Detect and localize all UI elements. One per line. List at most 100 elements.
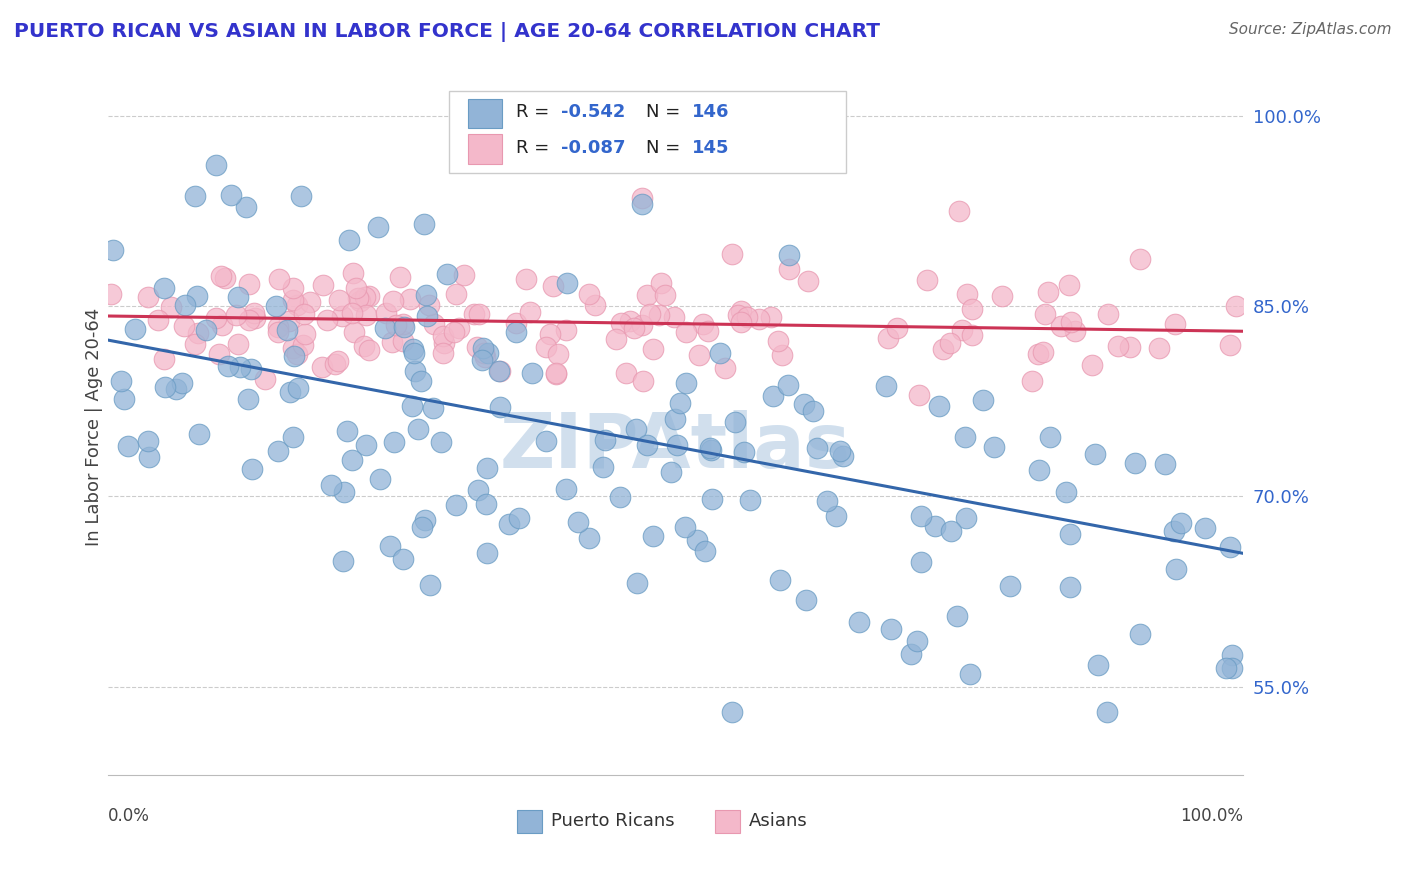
Point: [1039, 430, 1062, 444]
Point: [287, 381, 309, 395]
Bar: [468, 99, 502, 128]
Point: [349, 294, 371, 309]
Text: ZIPAtlas: ZIPAtlas: [501, 410, 851, 484]
Point: [659, 465, 682, 479]
Point: [505, 316, 527, 330]
Point: [730, 304, 752, 318]
Point: [1064, 324, 1087, 338]
Point: [1036, 285, 1059, 300]
Point: [538, 327, 561, 342]
Point: [357, 289, 380, 303]
Point: [453, 268, 475, 282]
Point: [432, 346, 454, 360]
Text: 0.0%: 0.0%: [108, 806, 150, 825]
Point: [311, 359, 333, 374]
Point: [432, 328, 454, 343]
Point: [391, 551, 413, 566]
Text: Source: ZipAtlas.com: Source: ZipAtlas.com: [1229, 22, 1392, 37]
Point: [609, 490, 631, 504]
Point: [664, 412, 686, 426]
Bar: [517, 810, 541, 833]
Point: [990, 289, 1012, 303]
Point: [1028, 463, 1050, 477]
Point: [1054, 485, 1077, 500]
Point: [242, 306, 264, 320]
Point: [209, 268, 232, 283]
Point: [283, 293, 305, 307]
Point: [367, 220, 389, 235]
Point: [323, 357, 346, 371]
Point: [762, 388, 785, 402]
Point: [740, 493, 762, 508]
Point: [449, 321, 471, 335]
Point: [960, 327, 983, 342]
Text: -0.542: -0.542: [561, 103, 626, 121]
Point: [328, 293, 350, 307]
Point: [381, 334, 404, 349]
Point: [505, 325, 527, 339]
Point: [1032, 345, 1054, 359]
Point: [402, 342, 425, 356]
Point: [153, 380, 176, 394]
Point: [959, 667, 981, 681]
Point: [515, 272, 537, 286]
Point: [471, 353, 494, 368]
Point: [1170, 516, 1192, 530]
Point: [229, 360, 252, 375]
Point: [610, 316, 633, 330]
Point: [1220, 660, 1243, 674]
Point: [1095, 705, 1118, 719]
Point: [1218, 540, 1240, 554]
Point: [468, 307, 491, 321]
Point: [423, 317, 446, 331]
Point: [917, 272, 939, 286]
Point: [555, 276, 578, 290]
Point: [472, 341, 495, 355]
Point: [815, 494, 838, 508]
Point: [187, 326, 209, 340]
Point: [709, 346, 731, 360]
Point: [1164, 562, 1187, 576]
Point: [630, 318, 652, 332]
Point: [605, 332, 627, 346]
Point: [299, 295, 322, 310]
Point: [344, 281, 367, 295]
Point: [648, 308, 671, 322]
Point: [955, 287, 977, 301]
Point: [415, 288, 437, 302]
Point: [793, 396, 815, 410]
Point: [226, 290, 249, 304]
Point: [267, 326, 290, 340]
Point: [238, 312, 260, 326]
Point: [630, 197, 652, 211]
Point: [267, 444, 290, 458]
Point: [153, 352, 176, 367]
Point: [211, 318, 233, 333]
Point: [880, 623, 903, 637]
Point: [592, 460, 614, 475]
Point: [292, 338, 315, 352]
Point: [240, 461, 263, 475]
Point: [1215, 660, 1237, 674]
Point: [342, 266, 364, 280]
Point: [413, 513, 436, 527]
Point: [184, 336, 207, 351]
Point: [522, 366, 544, 380]
Point: [720, 247, 742, 261]
Point: [778, 262, 800, 277]
Point: [278, 384, 301, 399]
Point: [848, 615, 870, 629]
Point: [662, 310, 685, 324]
Point: [1059, 580, 1081, 594]
Point: [770, 348, 793, 362]
Point: [374, 306, 396, 320]
Point: [446, 287, 468, 301]
Point: [357, 343, 380, 357]
Point: [474, 350, 496, 364]
Point: [276, 323, 298, 337]
Point: [766, 334, 789, 348]
Point: [675, 325, 697, 339]
Point: [384, 434, 406, 449]
Point: [283, 349, 305, 363]
Point: [354, 308, 377, 322]
